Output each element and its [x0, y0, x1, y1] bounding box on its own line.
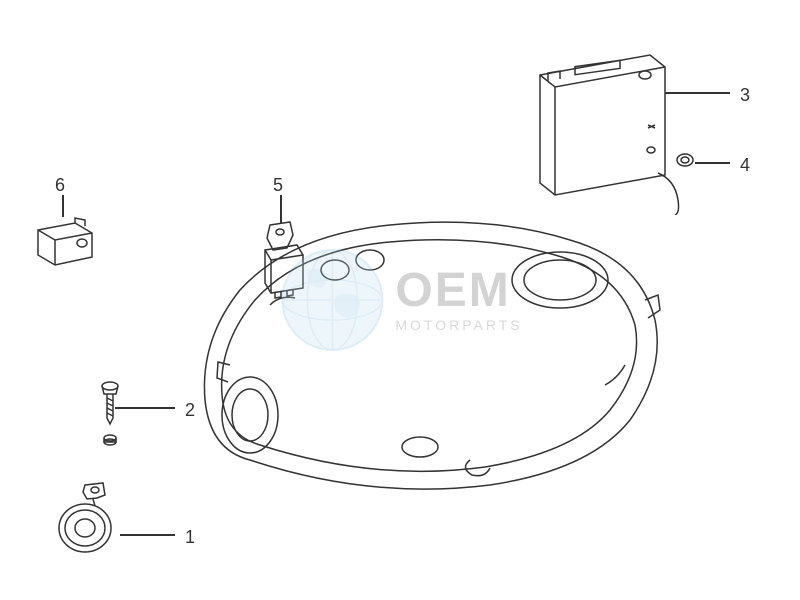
callout-1: 1 [185, 527, 195, 548]
leader-line-4 [695, 162, 730, 164]
battery-bolt [675, 150, 695, 170]
callout-2: 2 [185, 400, 195, 421]
screw [95, 380, 125, 450]
callout-6: 6 [55, 175, 65, 196]
horn [55, 480, 125, 560]
callout-4: 4 [740, 155, 750, 176]
battery [530, 45, 690, 215]
leader-line-3 [665, 92, 730, 94]
callout-3: 3 [740, 85, 750, 106]
leader-line-1 [120, 534, 175, 536]
relay [255, 220, 310, 300]
leader-line-6 [62, 195, 64, 217]
leader-line-2 [115, 407, 175, 409]
parts-diagram: OEM MOTORPARTS 1 2 3 4 5 6 [0, 0, 800, 600]
leader-line-5 [280, 195, 282, 223]
flasher-unit [30, 215, 100, 270]
callout-5: 5 [273, 175, 283, 196]
